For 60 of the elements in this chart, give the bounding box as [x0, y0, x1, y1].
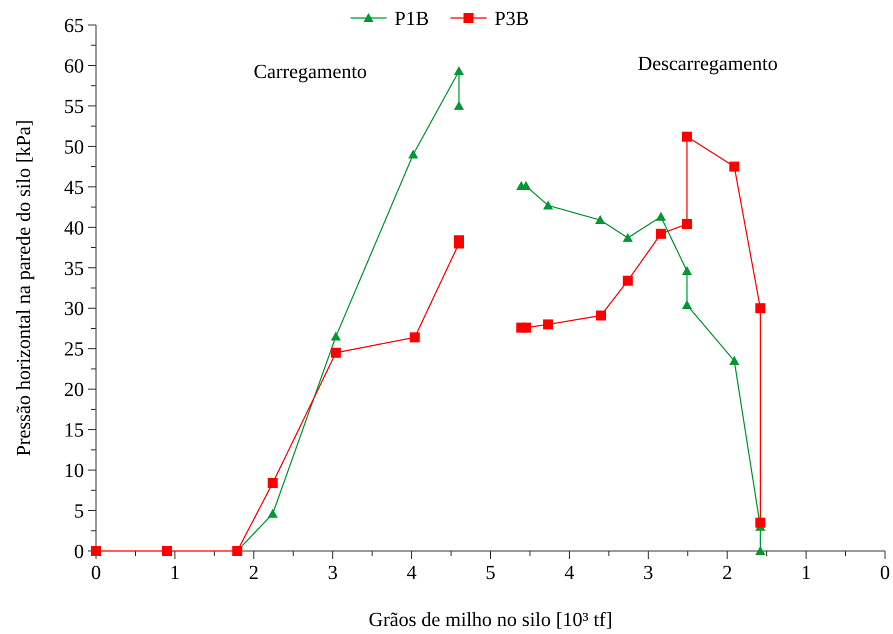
point	[454, 66, 464, 76]
point	[595, 215, 606, 224]
y-tick-label: 55	[64, 96, 84, 118]
point	[729, 356, 740, 365]
point	[521, 322, 532, 333]
y-axis-title: Pressão horizontal na parede do silo [kPa]	[13, 120, 35, 456]
point	[596, 310, 606, 321]
x-tick-label: 2	[722, 562, 732, 584]
x-tick-label: 3	[328, 562, 338, 584]
point	[454, 100, 464, 110]
point	[454, 235, 464, 246]
point	[91, 546, 101, 556]
annotation: Descarregamento	[638, 53, 778, 75]
y-tick-label: 60	[64, 55, 84, 78]
point	[268, 478, 278, 488]
y-tick-label: 25	[64, 338, 84, 361]
point	[682, 132, 692, 142]
y-tick-label: 5	[74, 500, 84, 523]
point	[408, 149, 418, 158]
point	[162, 546, 172, 556]
x-tick-label: 2	[248, 562, 259, 584]
legend-label: P1B	[394, 8, 429, 30]
point	[622, 276, 633, 286]
y-tick-label: 35	[64, 258, 84, 280]
x-tick-label: 3	[643, 562, 654, 584]
y-tick-label: 50	[64, 136, 84, 158]
legend-label: P3B	[494, 8, 529, 30]
point	[543, 319, 554, 330]
point	[656, 228, 666, 239]
y-tick-label: 0	[74, 541, 84, 563]
point	[543, 200, 554, 210]
y-tick-label: 45	[64, 176, 84, 199]
point	[410, 332, 420, 342]
point	[656, 212, 666, 221]
point	[330, 348, 341, 358]
y-tick-label: 30	[64, 298, 84, 320]
point	[622, 232, 633, 242]
x-tick-label: 0	[880, 562, 890, 584]
x-tick-label: 4	[406, 562, 417, 584]
y-tick-label: 10	[64, 460, 84, 482]
point	[682, 266, 692, 276]
x-tick-label: 4	[564, 562, 574, 584]
y-tick-label: 20	[64, 379, 84, 402]
point	[268, 508, 278, 518]
point	[755, 518, 766, 528]
x-tick-label: 1	[801, 562, 812, 584]
x-tick-label: 1	[170, 562, 180, 584]
annotation: Carregamento	[254, 61, 367, 83]
point	[755, 303, 766, 314]
y-tick-label: 40	[64, 217, 84, 240]
y-tick-label: 15	[64, 420, 84, 442]
point	[755, 546, 766, 555]
point	[682, 219, 692, 230]
point	[729, 162, 740, 172]
x-tick-label: 0	[91, 562, 101, 584]
point	[682, 300, 692, 309]
x-tick-label: 5	[486, 562, 496, 584]
y-tick-label: 65	[64, 15, 84, 37]
point	[330, 332, 341, 341]
x-axis-title: Grãos de milho no silo [10³ tf]	[368, 609, 612, 631]
